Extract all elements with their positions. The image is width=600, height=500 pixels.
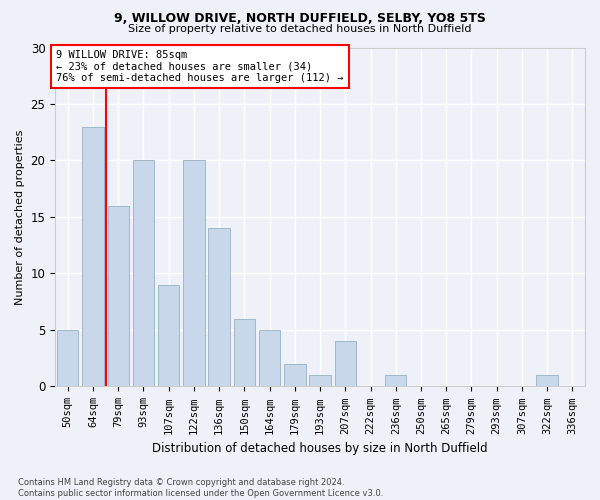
Bar <box>259 330 280 386</box>
Text: Contains HM Land Registry data © Crown copyright and database right 2024.
Contai: Contains HM Land Registry data © Crown c… <box>18 478 383 498</box>
Text: 9, WILLOW DRIVE, NORTH DUFFIELD, SELBY, YO8 5TS: 9, WILLOW DRIVE, NORTH DUFFIELD, SELBY, … <box>114 12 486 26</box>
Bar <box>310 375 331 386</box>
Text: Size of property relative to detached houses in North Duffield: Size of property relative to detached ho… <box>128 24 472 34</box>
Bar <box>335 342 356 386</box>
Bar <box>133 160 154 386</box>
Bar <box>107 206 129 386</box>
Y-axis label: Number of detached properties: Number of detached properties <box>15 130 25 304</box>
Bar <box>284 364 305 386</box>
Bar <box>82 126 104 386</box>
X-axis label: Distribution of detached houses by size in North Duffield: Distribution of detached houses by size … <box>152 442 488 455</box>
Bar <box>385 375 406 386</box>
Bar <box>208 228 230 386</box>
Bar <box>233 318 255 386</box>
Bar <box>57 330 79 386</box>
Bar <box>158 285 179 386</box>
Bar <box>183 160 205 386</box>
Bar <box>536 375 558 386</box>
Text: 9 WILLOW DRIVE: 85sqm
← 23% of detached houses are smaller (34)
76% of semi-deta: 9 WILLOW DRIVE: 85sqm ← 23% of detached … <box>56 50 344 83</box>
